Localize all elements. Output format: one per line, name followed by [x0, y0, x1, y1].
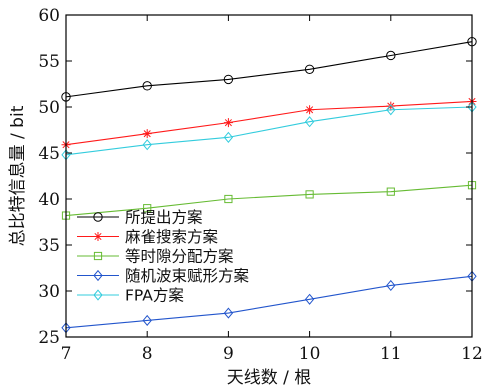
legend-label: FPA方案: [125, 287, 184, 305]
data-point: [304, 116, 315, 128]
data-point: [304, 64, 315, 74]
series-5: [61, 101, 477, 161]
legend-label: 麻雀搜索方案: [125, 228, 219, 246]
data-point: [143, 204, 152, 213]
series-line: [65, 106, 473, 156]
y-tick-label: 45: [38, 144, 60, 164]
data-point: [224, 194, 233, 204]
data-point: [142, 81, 152, 91]
y-tick-label: 40: [38, 190, 60, 210]
data-point: [386, 50, 396, 61]
data-point: [93, 212, 103, 222]
x-tick-label: 11: [380, 344, 402, 364]
data-point: [386, 104, 396, 116]
y-tick-label: 25: [38, 328, 60, 348]
y-tick-label: 50: [38, 98, 60, 118]
data-point: [142, 129, 152, 139]
legend-item: 等时隙分配方案: [77, 248, 234, 266]
y-tick-label: 60: [38, 6, 60, 26]
x-axis-label: 天线数 / 根: [227, 368, 312, 388]
legend-item: FPA方案: [77, 287, 184, 305]
legend-label: 等时隙分配方案: [125, 248, 234, 266]
series-4: [61, 270, 477, 334]
series-line: [65, 275, 473, 329]
series-1: [61, 36, 477, 102]
y-tick-label: 35: [38, 236, 60, 256]
plot-frame: [65, 14, 473, 338]
data-point: [223, 131, 234, 143]
y-tick-label: 55: [38, 52, 60, 72]
x-tick-label: 9: [223, 344, 234, 364]
legend-label: 所提出方案: [125, 209, 203, 227]
legend-item: 随机波束赋形方案: [77, 267, 250, 285]
series-2: [61, 96, 477, 150]
series-line: [65, 41, 473, 98]
legend-item: 所提出方案: [77, 209, 203, 227]
data-point: [93, 251, 103, 261]
data-point: [223, 118, 233, 128]
ticks-layer: 7 8 9 10 11 12 25 30 35 40 45 50 55 60: [38, 6, 482, 364]
data-point: [93, 289, 103, 301]
data-point: [142, 314, 152, 327]
data-point: [386, 187, 395, 196]
series-layer: [61, 36, 477, 334]
series-line: [65, 184, 473, 217]
data-point: [305, 105, 315, 115]
x-tick-label: 8: [142, 344, 153, 364]
data-point: [142, 139, 152, 151]
legend-item: 麻雀搜索方案: [77, 228, 219, 246]
series-line: [65, 100, 473, 146]
x-tick-label: 12: [461, 344, 483, 364]
data-point: [305, 190, 314, 199]
y-axis-label: 总比特信息量 / bit: [8, 105, 28, 246]
x-tick-label: 7: [61, 344, 72, 364]
data-point: [223, 307, 234, 319]
data-point: [223, 74, 234, 85]
data-point: [386, 279, 396, 292]
data-point: [304, 293, 315, 305]
x-tick-label: 10: [299, 344, 321, 364]
data-point: [93, 232, 103, 241]
data-point: [93, 269, 103, 282]
legend-label: 随机波束赋形方案: [125, 267, 250, 285]
data-point: [386, 101, 396, 111]
y-tick-label: 30: [38, 282, 60, 302]
